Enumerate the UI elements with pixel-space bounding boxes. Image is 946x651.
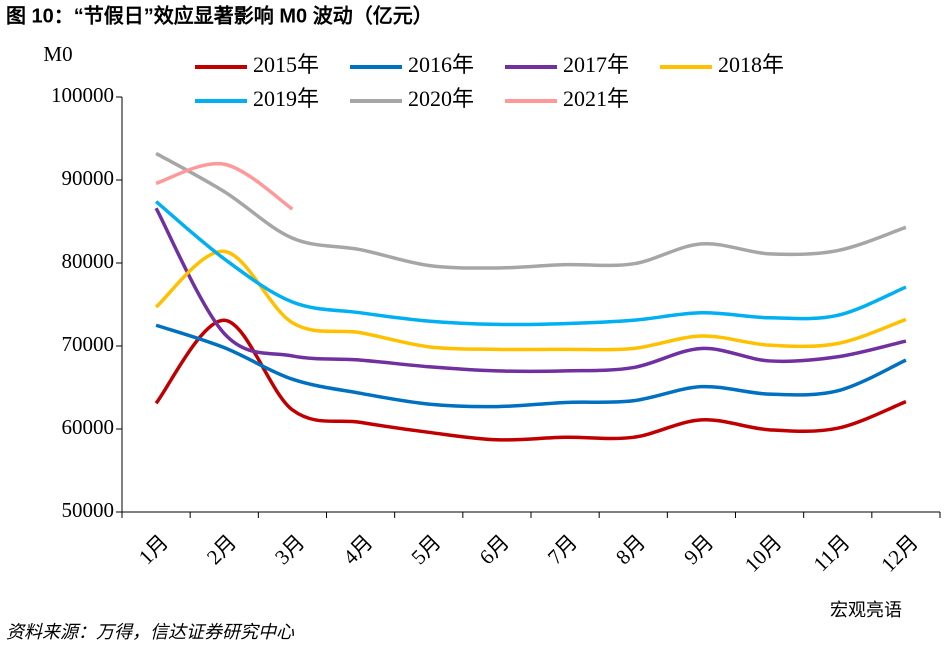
x-tick-label: 11月 [809, 530, 855, 576]
x-tick-label: 7月 [543, 530, 582, 569]
y-tick-label: 80000 [62, 249, 115, 273]
y-tick-label: 60000 [62, 415, 115, 439]
x-tick-label: 1月 [134, 530, 173, 569]
legend-label: 2021年 [563, 86, 629, 111]
series-line [154, 200, 907, 327]
series-line [155, 161, 294, 211]
x-tick-label: 8月 [611, 530, 650, 569]
series-line [155, 323, 907, 409]
legend-label: 2018年 [718, 52, 784, 77]
series-line [154, 249, 907, 352]
chart-title: 图 10：“节假日”效应显著影响 M0 波动（亿元） [6, 3, 433, 27]
x-tick-label: 2月 [202, 530, 241, 569]
y-tick-label: 70000 [62, 332, 115, 356]
y-tick-label: 50000 [62, 498, 115, 522]
y-tick-label: 100000 [51, 83, 114, 107]
x-tick-label: 4月 [338, 530, 377, 569]
x-tick-label: 6月 [475, 530, 514, 569]
x-tick-label: 9月 [679, 530, 718, 569]
legend-label: 2019年 [253, 86, 319, 111]
x-tick-label: 12月 [876, 530, 923, 577]
legend-label: 2020年 [408, 86, 474, 111]
legend-label: 2017年 [563, 52, 629, 77]
x-tick-label: 5月 [406, 530, 445, 569]
legend-label: 2015年 [253, 52, 319, 77]
series-line [154, 318, 907, 442]
legend-label: 2016年 [408, 52, 474, 77]
y-tick-label: 90000 [62, 166, 115, 190]
source: 资料来源：万得，信达证券研究中心 [6, 622, 295, 642]
x-tick-label: 3月 [270, 530, 309, 569]
series-line [155, 151, 907, 270]
y-axis-label: M0 [43, 42, 72, 66]
watermark: 宏观亮语 [830, 600, 902, 621]
series-line [154, 207, 907, 374]
x-tick-label: 10月 [740, 530, 787, 577]
